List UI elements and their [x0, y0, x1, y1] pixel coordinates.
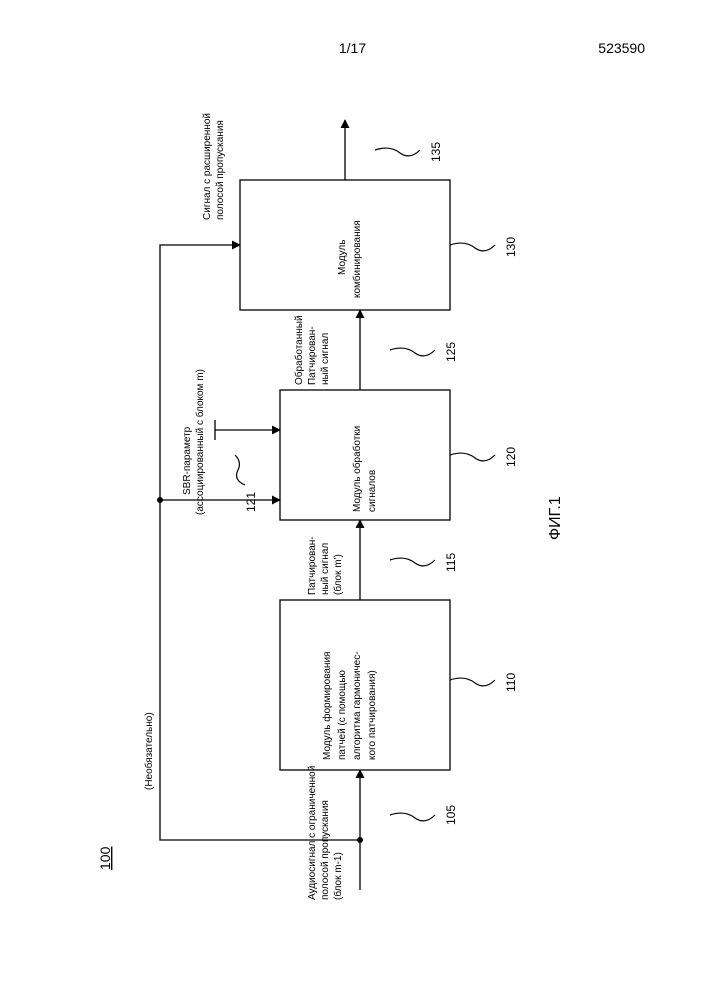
- ref-110: 110: [504, 673, 518, 692]
- mid-l1: Патчирован-: [307, 536, 318, 595]
- input-label-2: полосой пропускания: [320, 800, 331, 900]
- mid-l2: ный сигнал: [320, 543, 331, 595]
- diagram-ref: 100: [97, 846, 113, 870]
- mid-l3: (блок m'): [332, 554, 344, 595]
- ref-121: 121: [244, 492, 258, 512]
- ref-120: 120: [504, 447, 518, 467]
- input-label-1: Аудиосигнал с ограниченной: [307, 766, 318, 900]
- input-label-3: (блок m-1): [332, 852, 344, 900]
- block-patch-generator: [280, 600, 450, 770]
- ref-130: 130: [504, 237, 518, 257]
- out-l1: Сигнал с расширенной: [202, 113, 213, 220]
- block-signal-processing: [280, 390, 450, 520]
- optional-label: (Необязательно): [143, 712, 155, 790]
- ref-125: 125: [444, 342, 458, 362]
- block2-l2: сигналов: [367, 470, 378, 512]
- block3-l2: комбинирования: [351, 220, 363, 298]
- diagram-svg: 100 Аудиосигнал с ограниченной полосой п…: [60, 110, 640, 910]
- out-l2: полосой пропускания: [215, 120, 226, 220]
- proc-l3: ный сигнал: [320, 333, 331, 385]
- sbr-l1: SBR-параметр: [182, 426, 193, 495]
- sbr-l2: (ассоциированный с блоком m): [194, 369, 206, 515]
- block3-l1: Модуль: [337, 240, 348, 275]
- ref-105: 105: [444, 805, 458, 825]
- block1-l2: патчей (с помощью: [337, 670, 348, 760]
- block1-l4: кого патчирования): [367, 670, 378, 760]
- proc-l1: Обработанный: [293, 315, 305, 385]
- block1-l1: Модуль формирования: [321, 652, 333, 760]
- figure-label: ФИГ.1: [547, 496, 564, 540]
- ref-135: 135: [429, 142, 443, 162]
- page: 1/17 523590 100 Аудиосигнал с ограниченн…: [0, 0, 705, 1000]
- doc-number: 523590: [598, 40, 645, 56]
- block1-l3: алгоритма гармоничес-: [352, 651, 363, 760]
- diagram: 100 Аудиосигнал с ограниченной полосой п…: [60, 110, 640, 910]
- block2-l1: Модуль обработки: [351, 426, 363, 512]
- ref-115: 115: [444, 553, 458, 572]
- proc-l2: Патчирован-: [307, 326, 318, 385]
